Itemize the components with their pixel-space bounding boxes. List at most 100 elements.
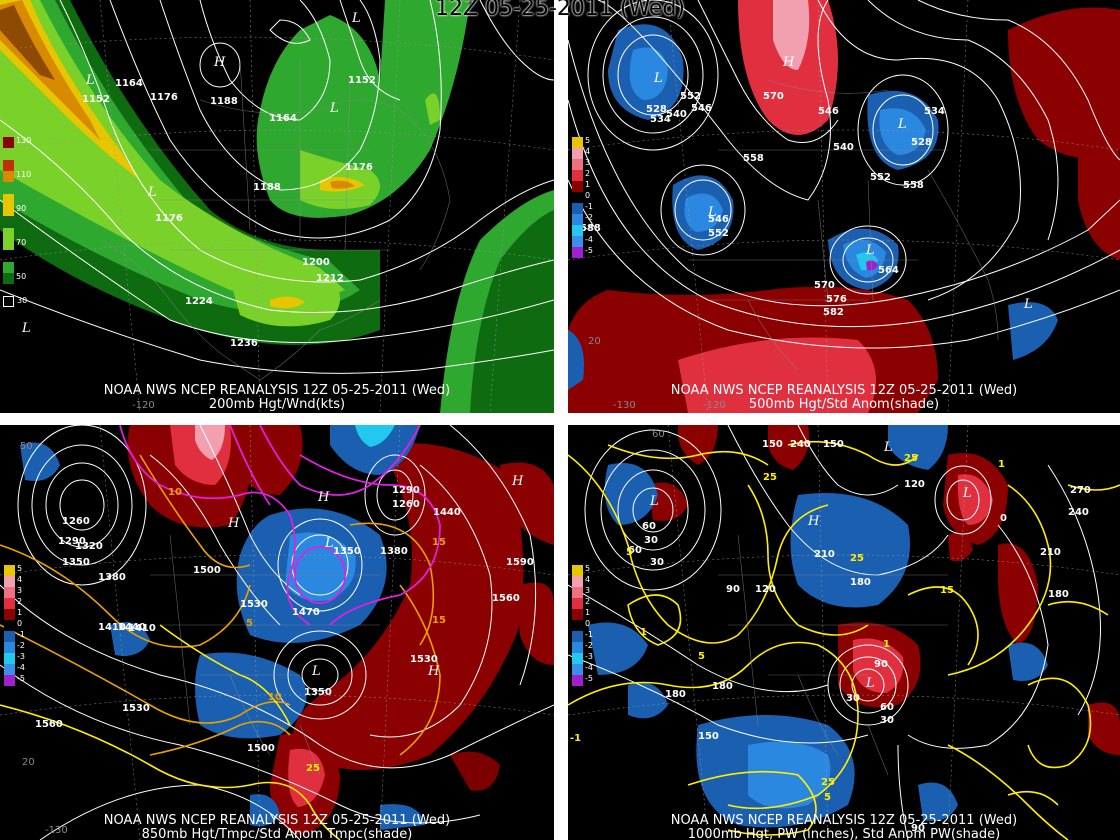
contour-label: 546 xyxy=(708,214,729,225)
anom-blue-far-e xyxy=(1008,642,1048,681)
anom-pink-nw xyxy=(195,425,225,460)
high-marker: H xyxy=(427,664,440,679)
panel-500mb-graphic: 552 546 540 534 528 570 546 540 534 528 … xyxy=(568,0,1120,413)
low-marker: L xyxy=(329,101,339,116)
pw-label: 5 xyxy=(698,651,705,662)
jet-brown-west xyxy=(0,5,55,80)
legend-swatch: 70 xyxy=(3,238,26,250)
legend-swatch: 1 xyxy=(572,608,590,620)
grid-500mb xyxy=(568,0,1120,413)
low-marker: L xyxy=(649,494,659,509)
contour-label: 1152 xyxy=(82,94,110,105)
legend-swatch: -2 xyxy=(572,213,593,225)
anom-red-north xyxy=(768,425,809,470)
anom-red-north xyxy=(230,425,303,495)
contour-label: 1350 xyxy=(304,687,332,698)
anom-blue-west xyxy=(588,622,648,675)
temp-label: 10 xyxy=(168,487,182,498)
low-marker: L xyxy=(21,321,31,336)
contour-label: 150 xyxy=(698,731,719,742)
anom-blue-sw xyxy=(568,330,584,390)
contour-label: 564 xyxy=(878,265,899,276)
contour-label: 210 xyxy=(1040,547,1061,558)
anom-blue-ne xyxy=(888,425,948,470)
low-marker: L xyxy=(897,117,907,132)
contour-label: 1188 xyxy=(253,182,281,193)
contour-label: 570 xyxy=(814,280,835,291)
height-contours-1000mb xyxy=(568,425,1101,840)
legend-swatch: 1 xyxy=(4,608,22,620)
high-marker: H xyxy=(213,55,226,70)
contour-label: 1590 xyxy=(506,557,534,568)
contour-label: 1530 xyxy=(122,703,150,714)
contour-label: 180 xyxy=(850,577,871,588)
panel-850mb-map: 1260 1290 1320 1350 1380 1410 1440 1500 … xyxy=(0,425,554,840)
panel-500mb-map: 552 546 540 534 528 570 546 540 534 528 … xyxy=(568,0,1120,413)
pw-label: 5 xyxy=(824,792,831,803)
anom-pink-ridge-north xyxy=(773,0,810,70)
contour-label: 546 xyxy=(818,106,839,117)
anom-blue-ne-inner xyxy=(879,108,926,155)
panel-200mb-map: 1152 1164 1176 1188 1164 1152 1176 1188 … xyxy=(0,0,554,413)
anom-red-far-e xyxy=(1088,702,1120,755)
contour-label: 1260 xyxy=(62,516,90,527)
legend-500mb: 5 4 3 2 1 0 -1 -2 -3 -4 -5 xyxy=(572,136,593,258)
contour-label: 0 xyxy=(1000,513,1007,524)
anom-blue-se xyxy=(918,782,958,821)
panel-200mb-graphic xyxy=(0,0,554,413)
legend-swatch: -1 xyxy=(572,202,593,214)
jet-green-light-ne xyxy=(425,93,440,125)
contour-label: 1470 xyxy=(292,607,320,618)
high-marker: H xyxy=(782,55,795,70)
contour-label: 1530 xyxy=(410,654,438,665)
contour-label: 582 xyxy=(823,307,844,318)
legend-swatch xyxy=(3,160,14,171)
legend-swatch: -3 xyxy=(572,652,593,664)
legend-swatch: 5 xyxy=(572,564,590,576)
contour-label: 552 xyxy=(680,91,701,102)
legend-swatch: 2 xyxy=(4,597,22,609)
low-marker: L xyxy=(324,536,334,551)
legend-swatch: 0 xyxy=(572,191,590,203)
contour-label: 270 xyxy=(1070,485,1091,496)
jet-orange-north xyxy=(330,180,355,189)
temp-contours-850mb xyxy=(0,454,441,756)
contour-label: 1176 xyxy=(150,92,178,103)
legend-1000mb: 5 4 3 2 1 0 -1 -2 -3 -4 -5 xyxy=(572,564,593,686)
contour-label: 120 xyxy=(904,479,925,490)
contour-label: 1440 xyxy=(118,622,146,633)
contour-label: 1164 xyxy=(115,78,143,89)
legend-swatch: 30 xyxy=(3,296,27,307)
legend-swatch: 4 xyxy=(572,575,590,587)
contour-label: 210 xyxy=(814,549,835,560)
low-marker: L xyxy=(147,185,157,200)
pw-label: 25 xyxy=(763,472,777,483)
contour-label: 540 xyxy=(833,142,854,153)
contour-label: 1260 xyxy=(392,499,420,510)
contour-label: 576 xyxy=(826,294,847,305)
pw-label: 1 xyxy=(640,627,647,638)
contour-label: 90 xyxy=(874,659,888,670)
axis-label: -130 xyxy=(45,825,68,836)
axis-label: -1 xyxy=(570,733,581,744)
contour-label: 90 xyxy=(911,823,925,834)
legend-swatch: 1 xyxy=(572,180,590,192)
anom-blue-se xyxy=(380,804,425,830)
jet-green-light-mid xyxy=(150,222,210,251)
anom-blue-central-inner xyxy=(285,532,356,601)
contour-label: 1440 xyxy=(433,507,461,518)
temp-label: 25 xyxy=(306,763,320,774)
contour-label: 534 xyxy=(650,114,671,125)
contour-label: 528 xyxy=(911,137,932,148)
contour-label: 180 xyxy=(665,689,686,700)
legend-swatch: -5 xyxy=(4,674,25,686)
high-marker: H xyxy=(227,516,240,531)
legend-swatch: -1 xyxy=(4,630,25,642)
legend-swatch xyxy=(3,194,14,205)
legend-850mb: 5 4 3 2 1 0 -1 -2 -3 -4 -5 xyxy=(4,564,25,686)
contour-label: 1224 xyxy=(185,296,213,307)
pw-label: 25 xyxy=(850,553,864,564)
contour-label: 1290 xyxy=(392,485,420,496)
contour-label: 1188 xyxy=(210,96,238,107)
low-marker: L xyxy=(962,486,972,501)
